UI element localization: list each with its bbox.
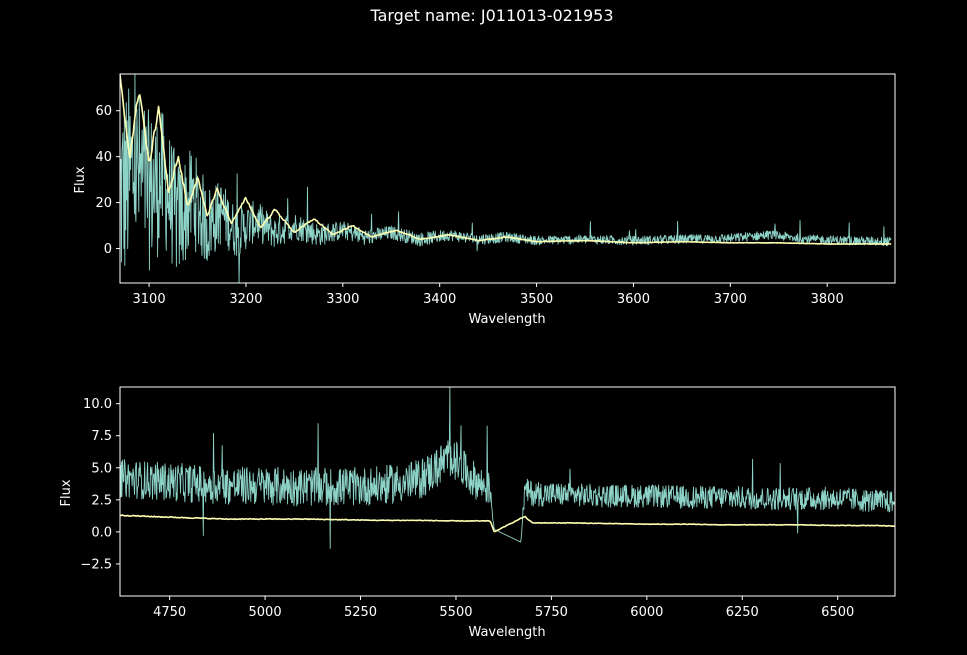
y-tick-label: −2.5 (80, 557, 112, 572)
x-tick-label: 3100 (133, 292, 166, 307)
plot-top-data (120, 74, 892, 283)
y-tick-label: 60 (95, 104, 112, 119)
plot-bottom-yticks: 10.0 7.5 5.0 2.5 0.0 −2.5 (80, 397, 120, 572)
plot-top: 3100 3200 3300 3400 3500 3600 3700 3800 0 20 40 60… (73, 73, 896, 327)
x-tick-label: 5500 (439, 605, 472, 620)
x-tick-label: 5250 (344, 605, 377, 620)
plot-bottom: 4750 5000 5250 5500 5750 6000 6250 6500 10.0 7.5… (59, 386, 896, 640)
plot-top-xticks: 3100 3200 3300 3400 3500 3600 3700 3800 (133, 283, 844, 307)
plot-bottom-xlabel: Wavelength (468, 625, 545, 640)
y-tick-label: 0.0 (91, 525, 112, 540)
y-tick-label: 2.5 (91, 493, 112, 508)
x-tick-label: 3500 (520, 292, 553, 307)
plot-bottom-data (120, 387, 895, 549)
x-tick-label: 6500 (821, 605, 854, 620)
y-tick-label: 10.0 (83, 397, 112, 412)
y-tick-label: 5.0 (91, 461, 112, 476)
x-tick-label: 5750 (535, 605, 568, 620)
x-tick-label: 6250 (726, 605, 759, 620)
x-tick-label: 4750 (153, 605, 186, 620)
y-tick-label: 7.5 (91, 429, 112, 444)
y-tick-label: 40 (95, 150, 112, 165)
x-tick-label: 5000 (249, 605, 282, 620)
x-tick-label: 6000 (630, 605, 663, 620)
plot-top-ylabel: Flux (73, 166, 88, 193)
plot-top-xlabel: Wavelength (468, 312, 545, 327)
plot-top-yticks: 0 20 40 60 (95, 104, 120, 257)
figure-title: Target name: J011013-021953 (369, 6, 613, 25)
plot-top-frame (119, 73, 896, 284)
x-tick-label: 3300 (326, 292, 359, 307)
y-tick-label: 0 (104, 242, 112, 257)
x-tick-label: 3600 (617, 292, 650, 307)
x-tick-label: 3700 (714, 292, 747, 307)
plot-bottom-xticks: 4750 5000 5250 5500 5750 6000 6250 6500 (153, 596, 854, 620)
plot-top-series-1 (120, 74, 892, 245)
x-tick-label: 3800 (811, 292, 844, 307)
plot-bottom-series-1 (120, 514, 895, 533)
plot-bottom-series-0 (120, 387, 895, 549)
plot-top-series-0 (120, 74, 892, 283)
plot-bottom-frame (119, 386, 896, 597)
x-tick-label: 3200 (229, 292, 262, 307)
x-tick-label: 3400 (423, 292, 456, 307)
plot-bottom-ylabel: Flux (59, 479, 74, 506)
y-tick-label: 20 (95, 196, 112, 211)
